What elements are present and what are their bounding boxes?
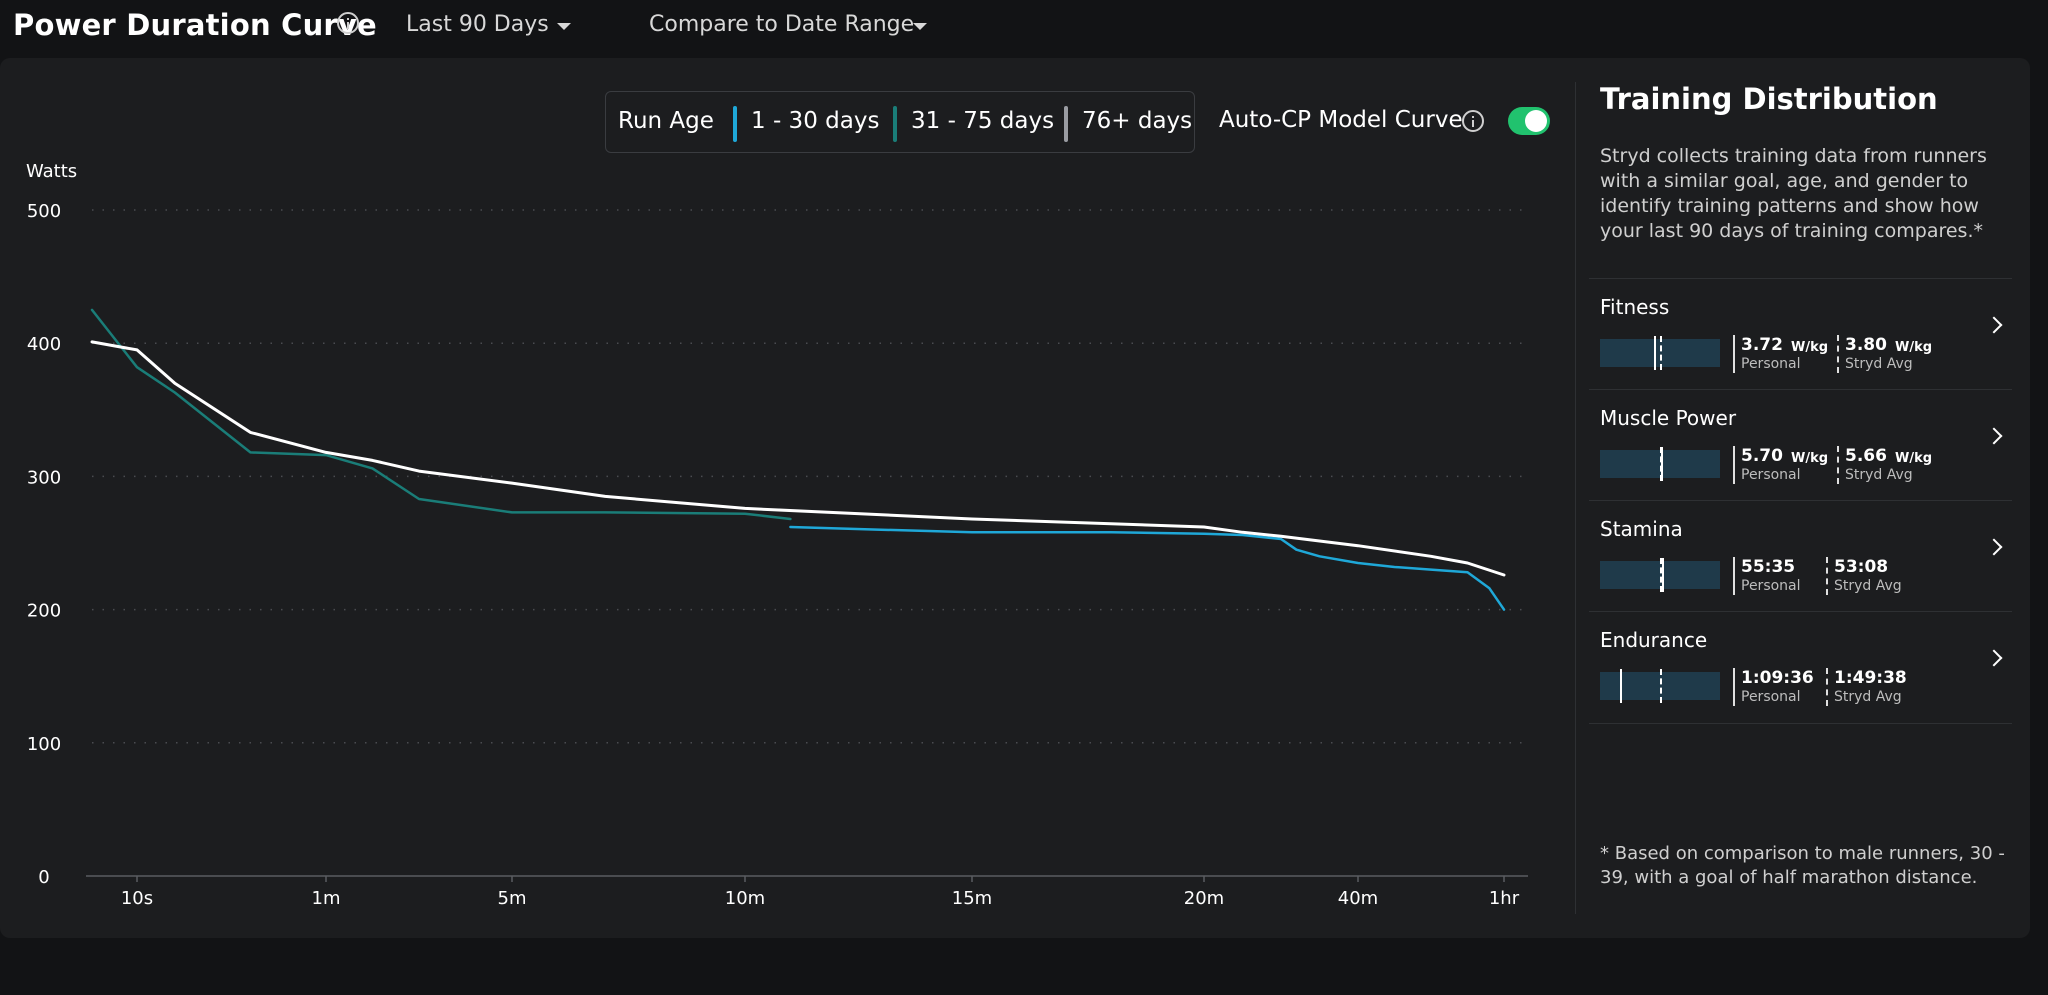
power-duration-chart: Watts 500 400 300 200 100 0 10s 1m 5m 10m 15m 20m 4… [26, 161, 1528, 909]
page-title: Power Duration Curve [13, 8, 377, 42]
personal-value: 1:09:36 [1741, 668, 1814, 688]
top-bar: Power Duration Curve Last 90 Days Compar… [0, 0, 2048, 56]
x-tick-label: 1m [312, 888, 341, 909]
chevron-down-icon[interactable] [913, 23, 927, 30]
personal-separator [1733, 446, 1735, 484]
training-title: Training Distribution [1600, 82, 1938, 116]
stryd-avg-label: Stryd Avg [1845, 356, 1913, 372]
x-tick-label: 10m [725, 888, 765, 909]
training-description: Stryd collects training data from runner… [1600, 145, 1987, 242]
date-range-label: Last 90 Days [406, 12, 549, 37]
y-tick-label: 400 [27, 334, 61, 355]
stryd-avg-unit: W/kg [1895, 451, 1933, 466]
stryd-avg-value: 5.66 [1845, 446, 1887, 466]
info-icon[interactable] [337, 12, 359, 34]
distribution-bar [1600, 336, 1720, 370]
legend-item-76-plus: 76+ days [1082, 108, 1193, 134]
stryd-avg-marker [1660, 558, 1662, 592]
personal-label: Personal [1741, 467, 1801, 483]
toggle-knob [1525, 110, 1547, 132]
x-tick-label: 15m [952, 888, 992, 909]
personal-unit: W/kg [1791, 451, 1829, 466]
chart-panel [0, 58, 2030, 938]
personal-marker [1620, 669, 1622, 703]
metric-row[interactable]: Muscle Power 5.70 W/kg Personal 5.66 W/kg Stry… [1589, 389, 2012, 501]
stryd-avg-value: 3.80 [1845, 335, 1887, 355]
x-tick-label: 40m [1338, 888, 1378, 909]
personal-unit: W/kg [1791, 340, 1829, 355]
auto-cp-label: Auto-CP Model Curve [1219, 107, 1463, 133]
metric-name: Muscle Power [1600, 406, 1737, 430]
metric-row[interactable]: Stamina 55:35 Personal 53:08 Stryd Avg [1589, 500, 2012, 612]
compare-label: Compare to Date Range [649, 12, 915, 37]
x-tick-label: 10s [121, 888, 153, 909]
legend-swatch-31-75 [893, 106, 897, 142]
y-tick-label: 0 [38, 867, 49, 888]
stryd-avg-label: Stryd Avg [1834, 689, 1902, 705]
personal-marker [1662, 558, 1664, 592]
legend-swatch-76-plus [1064, 106, 1068, 142]
series-31-75-days [90, 308, 792, 521]
cp-model-curve [90, 340, 1506, 577]
chevron-right-icon[interactable] [1985, 427, 2003, 445]
footnote: * Based on comparison to male runners, 3… [1600, 843, 2005, 888]
metric-name: Stamina [1600, 517, 1683, 541]
metric-name: Endurance [1600, 628, 1708, 652]
chevron-right-icon[interactable] [1985, 538, 2003, 556]
legend-swatch-1-30 [733, 106, 737, 142]
personal-separator [1733, 668, 1735, 706]
personal-label: Personal [1741, 356, 1801, 372]
chevron-right-icon[interactable] [1985, 649, 2003, 667]
personal-value: 55:35 [1741, 557, 1796, 577]
distribution-bar [1600, 558, 1720, 592]
personal-value: 3.72 [1741, 335, 1783, 355]
stryd-avg-marker [1660, 336, 1662, 370]
stryd-avg-value: 1:49:38 [1834, 668, 1907, 688]
divider [1589, 723, 2012, 724]
panel-divider [1575, 82, 1576, 914]
y-tick-label: 300 [27, 467, 61, 488]
legend-item-31-75: 31 - 75 days [911, 108, 1055, 134]
avg-separator [1826, 668, 1828, 706]
personal-separator [1733, 335, 1735, 373]
stryd-avg-marker [1660, 669, 1662, 703]
chevron-down-icon[interactable] [557, 23, 571, 30]
metric-row[interactable]: Fitness 3.72 W/kg Personal 3.80 W/kg Stryd Avg [1589, 278, 2012, 390]
stryd-avg-label: Stryd Avg [1834, 578, 1902, 594]
compare-dropdown[interactable]: Compare to Date Range [649, 12, 914, 37]
y-tick-label: 100 [27, 734, 61, 755]
legend-title: Run Age [618, 108, 714, 134]
stryd-avg-value: 53:08 [1834, 557, 1889, 577]
series-1-30-days [789, 525, 1506, 611]
stryd-avg-marker [1660, 447, 1662, 481]
run-age-legend: Run Age 1 - 30 days 31 - 75 days 76+ day… [605, 91, 1195, 153]
avg-separator [1826, 557, 1828, 595]
y-tick-label: 200 [27, 601, 61, 622]
chevron-right-icon[interactable] [1985, 316, 2003, 334]
x-tick-label: 1hr [1489, 888, 1520, 909]
metric-name: Fitness [1600, 295, 1670, 319]
personal-value: 5.70 [1741, 446, 1783, 466]
x-tick-label: 5m [498, 888, 527, 909]
personal-label: Personal [1741, 689, 1801, 705]
personal-separator [1733, 557, 1735, 595]
legend-item-1-30: 1 - 30 days [751, 108, 880, 134]
x-tick-label: 20m [1184, 888, 1224, 909]
stryd-avg-label: Stryd Avg [1845, 467, 1913, 483]
avg-separator [1837, 446, 1839, 484]
date-range-dropdown[interactable]: Last 90 Days [406, 12, 549, 37]
metric-row[interactable]: Endurance 1:09:36 Personal 1:49:38 Stryd Avg [1589, 611, 2012, 723]
y-tick-label: 500 [27, 201, 61, 222]
stryd-avg-unit: W/kg [1895, 340, 1933, 355]
y-axis-label: Watts [26, 161, 77, 182]
auto-cp-toggle[interactable] [1508, 107, 1550, 135]
personal-label: Personal [1741, 578, 1801, 594]
personal-marker [1661, 447, 1663, 481]
avg-separator [1837, 335, 1839, 373]
distribution-bar [1600, 669, 1720, 703]
distribution-bar [1600, 447, 1720, 481]
info-icon[interactable] [1462, 110, 1484, 132]
personal-marker [1654, 336, 1656, 370]
